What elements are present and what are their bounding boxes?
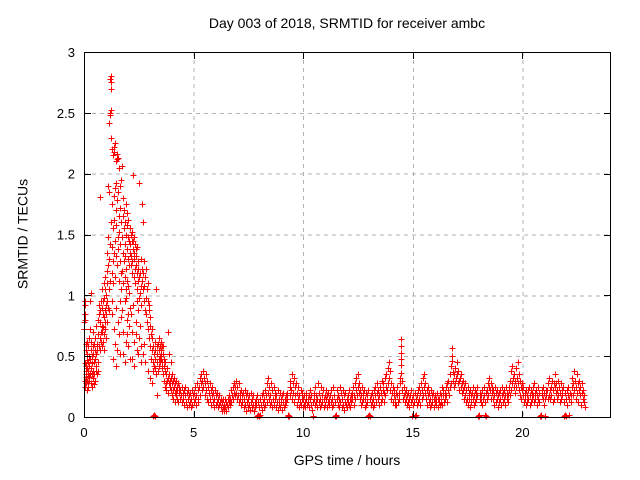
- y-tick-label: 1: [68, 288, 75, 303]
- data-points: [81, 73, 589, 420]
- y-tick-label: 3: [68, 45, 75, 60]
- x-tick-label: 20: [515, 425, 529, 440]
- x-tick-label: 15: [406, 425, 420, 440]
- chart-title: Day 003 of 2018, SRMTID for receiver amb…: [208, 15, 486, 31]
- y-tick-label: 2.5: [57, 106, 75, 121]
- y-tick-label: 0.5: [57, 349, 75, 364]
- x-axis-label: GPS time / hours: [293, 452, 401, 468]
- y-tick-label: 2: [68, 167, 75, 182]
- y-tick-label: 1.5: [57, 228, 75, 243]
- y-tick-label: 0: [68, 410, 75, 425]
- x-tick-label: 0: [80, 425, 87, 440]
- plot-border: [84, 52, 611, 418]
- x-tick-label: 10: [296, 425, 310, 440]
- x-tick-label: 5: [190, 425, 197, 440]
